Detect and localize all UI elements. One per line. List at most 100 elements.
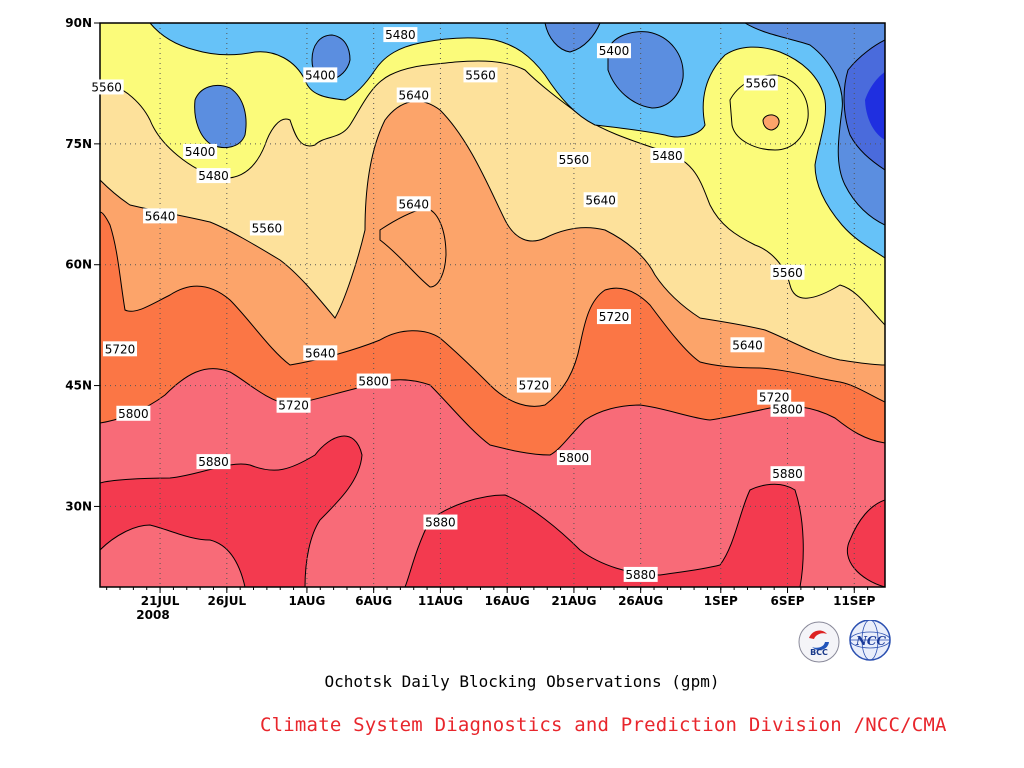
contour-label-bg <box>623 566 658 582</box>
contour-label-bg <box>383 27 418 43</box>
y-tick-label: 90N <box>65 16 92 30</box>
contour-label-bg <box>89 79 124 95</box>
contour-label-text: 5640 <box>585 193 616 207</box>
contour-label: 5560 <box>770 264 805 280</box>
contour-label: 5640 <box>730 337 765 353</box>
x-tick-label: 26JUL <box>208 594 247 608</box>
contour-label-bg <box>463 67 498 83</box>
y-axis: 90N 75N 60N 45N 30N <box>65 16 100 513</box>
contour-label: 5880 <box>623 566 658 582</box>
x-tick-label: 1SEP <box>704 594 738 608</box>
contour-label-bg <box>770 264 805 280</box>
fill-5400-region-c <box>544 23 601 53</box>
contour-label-bg <box>396 196 431 212</box>
logos: BCC NCC <box>798 619 898 666</box>
contour-label-text: 5800 <box>559 451 590 465</box>
contour-label-text: 5720 <box>599 310 630 324</box>
gridlines <box>100 23 885 587</box>
bcc-logo: BCC <box>798 621 840 663</box>
contour-label: 5800 <box>770 401 805 417</box>
contour-label-text: 5560 <box>559 153 590 167</box>
contour-label: 5880 <box>770 466 805 482</box>
contour-label: 5640 <box>396 87 431 103</box>
contour-label: 5560 <box>89 79 124 95</box>
contour-label-bg <box>196 454 231 470</box>
contour-label-bg <box>516 377 551 393</box>
x-tick-label: 11SEP <box>833 594 876 608</box>
contour-label-bg <box>743 75 778 91</box>
contour-labels: 5480 5400 5560 5400 5560 5560 5640 5400 5480 5560… <box>89 27 805 582</box>
contour-label: 5880 <box>423 514 458 530</box>
contour-label-text: 5400 <box>599 44 630 58</box>
x-axis: 21JUL 26JUL 1AUG 6AUG 11AUG 16AUG 21AUG 26AUG 1S… <box>106 587 876 608</box>
contour-label-bg <box>303 67 338 83</box>
contour-label-text: 5720 <box>105 342 136 356</box>
contour-label-bg <box>423 514 458 530</box>
x-tick-label: 21AUG <box>551 594 596 608</box>
contour-label-text: 5800 <box>358 375 389 389</box>
contour-label-bg <box>396 87 431 103</box>
contour-label-text: 5640 <box>398 197 429 211</box>
contour-label-bg <box>356 373 391 389</box>
contour-label: 5720 <box>103 341 138 357</box>
contour-label-text: 5800 <box>118 407 149 421</box>
contour-label-bg <box>103 341 138 357</box>
contour-label-text: 5560 <box>465 68 496 82</box>
contour-label-text: 5560 <box>772 266 803 280</box>
contour-label: 5480 <box>383 27 418 43</box>
y-tick-label: 45N <box>65 379 92 393</box>
contour-label: 5640 <box>303 345 338 361</box>
contour-label-bg <box>143 208 178 224</box>
contour-label-text: 5720 <box>519 379 550 393</box>
contour-label-text: 5720 <box>759 391 790 405</box>
ncc-logo: NCC <box>849 619 891 661</box>
y-tick-label: 30N <box>65 499 92 513</box>
contour-label-text: 5560 <box>91 80 122 94</box>
contour-label-text: 5800 <box>772 403 803 417</box>
contour-label: 5800 <box>556 450 591 466</box>
fill-below-5400-a <box>843 39 885 171</box>
x-tick-label: 6SEP <box>771 594 805 608</box>
chart-caption: Ochotsk Daily Blocking Observations (gpm… <box>324 672 720 691</box>
contour-label-text: 5400 <box>305 68 336 82</box>
fill-below-5400-b <box>865 72 885 140</box>
contour-label-text: 5480 <box>652 149 683 163</box>
contour-label-bg <box>583 192 618 208</box>
contour-label: 5480 <box>196 168 231 184</box>
contour-label-text: 5640 <box>145 209 176 223</box>
ncc-logo-text: NCC <box>855 634 887 648</box>
y-tick-label: 60N <box>65 258 92 272</box>
contour-label: 5400 <box>303 67 338 83</box>
contour-label-bg <box>303 345 338 361</box>
fill-5400-region-a <box>194 85 247 148</box>
contour-label: 5640 <box>396 196 431 212</box>
contour-label-text: 5560 <box>746 76 777 90</box>
contour-label: 5720 <box>276 397 311 413</box>
credit-line: Climate System Diagnostics and Predictio… <box>260 714 947 736</box>
contour-label-text: 5880 <box>425 516 456 530</box>
x-tick-label: 1AUG <box>288 594 325 608</box>
fill-5640-island <box>379 207 447 288</box>
contour-label: 5400 <box>183 143 218 159</box>
contour-label-text: 5400 <box>185 145 216 159</box>
contour-label-bg <box>183 143 218 159</box>
bcc-logo-text: BCC <box>810 648 828 657</box>
contour-label-bg <box>596 309 631 325</box>
contour-label: 5720 <box>596 309 631 325</box>
x-tick-label: 6AUG <box>355 594 392 608</box>
contour-label: 5800 <box>116 405 151 421</box>
contour-label: 5800 <box>356 373 391 389</box>
contour-label: 5560 <box>743 75 778 91</box>
contour-chart: 90N 75N 60N 45N 30N 21JUL 26JUL 1AUG 6AUG 11AUG 1… <box>65 16 886 622</box>
x-tick-label: 16AUG <box>485 594 530 608</box>
contour-label-bg <box>249 220 284 236</box>
contour-label: 5560 <box>556 151 591 167</box>
contour-fills <box>100 23 885 587</box>
fill-5640-dot <box>762 114 780 131</box>
plot-frame <box>99 22 886 588</box>
contour-label-bg <box>770 401 805 417</box>
contour-label: 5560 <box>463 67 498 83</box>
contour-label-bg <box>770 466 805 482</box>
contour-label: 5560 <box>249 220 284 236</box>
contour-label: 5640 <box>143 208 178 224</box>
